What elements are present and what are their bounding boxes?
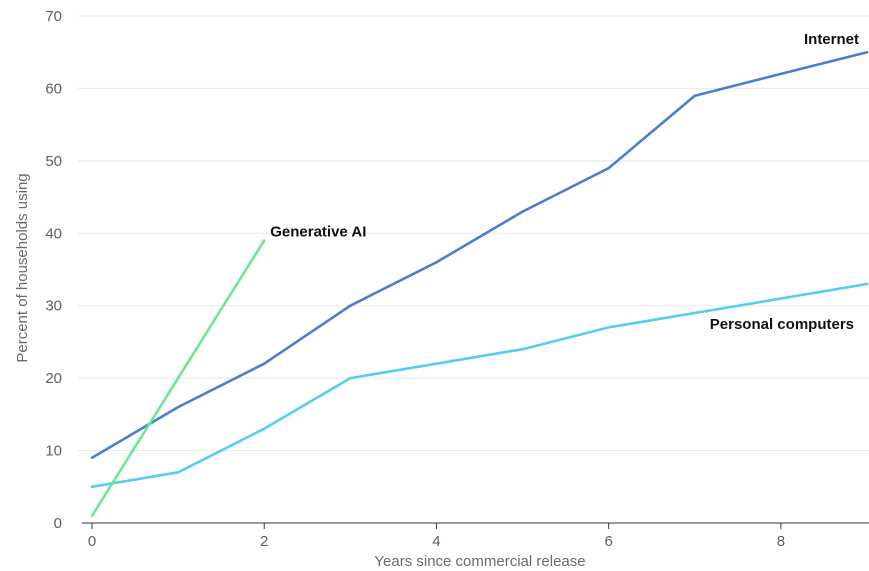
- series-line-internet: [90, 50, 869, 460]
- y-tick-label: 70: [45, 8, 62, 25]
- y-tick-label: 30: [45, 298, 62, 315]
- series-line-personal-computers: [90, 282, 869, 489]
- series-lines: [90, 50, 869, 518]
- y-tick-label: 0: [54, 515, 62, 532]
- y-tick-label: 10: [45, 443, 62, 460]
- y-tick-label: 60: [45, 80, 62, 97]
- y-tick-label: 40: [45, 225, 62, 242]
- x-tick-label: 2: [260, 533, 268, 550]
- series-labels: Internet Personal computers Generative AI: [270, 31, 859, 333]
- x-axis-title: Years since commercial release: [374, 553, 585, 570]
- axes: 0 10 20 30 40 50 60 70 0 2 4 6 8: [45, 8, 869, 550]
- x-tick-label: 0: [88, 533, 96, 550]
- gridlines: [78, 15, 869, 452]
- series-label-personal-computers: Personal computers: [710, 316, 854, 333]
- x-tick-label: 8: [777, 533, 785, 550]
- series-label-internet: Internet: [804, 31, 859, 48]
- y-axis-title: Percent of households using: [14, 173, 31, 362]
- series-label-generative-ai: Generative AI: [270, 224, 366, 241]
- y-tick-label: 50: [45, 153, 62, 170]
- x-tick-label: 4: [432, 533, 440, 550]
- y-tick-label: 20: [45, 370, 62, 387]
- x-tick-label: 6: [604, 533, 612, 550]
- series-line-generative-ai: [90, 239, 266, 518]
